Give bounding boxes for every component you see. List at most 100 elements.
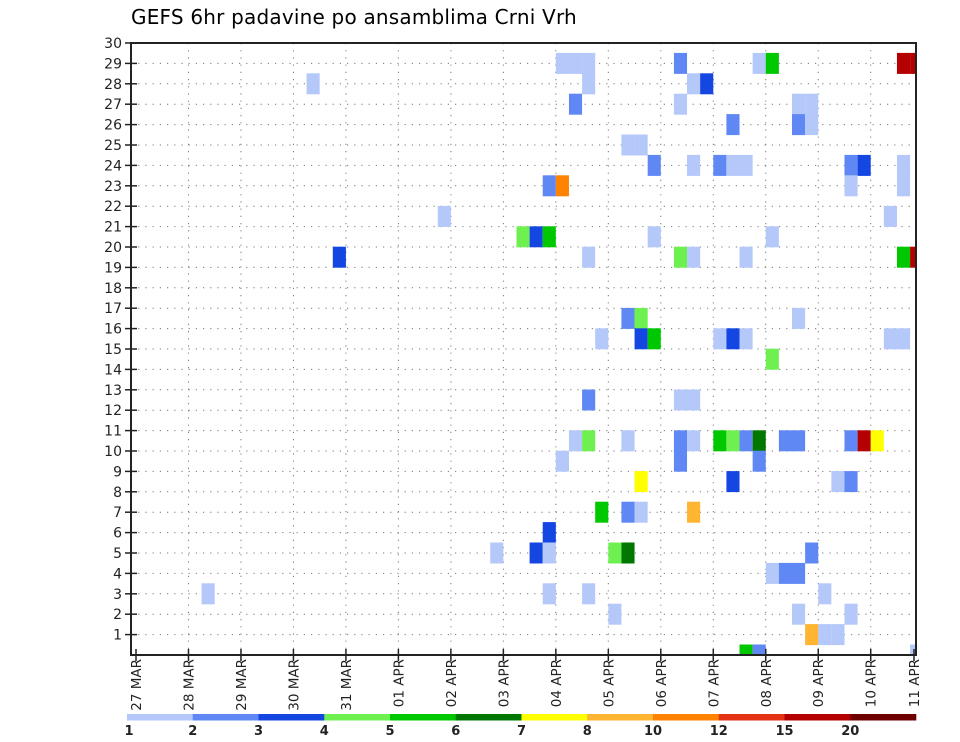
- heatmap-cell: [621, 134, 635, 156]
- heatmap-cell: [673, 430, 688, 452]
- colorbar-label: 20: [841, 724, 859, 739]
- heatmap-cell: [582, 52, 596, 74]
- colorbar-swatch: [784, 714, 851, 721]
- heatmap-cell: [870, 430, 884, 452]
- colorbar-label: 12: [710, 724, 728, 739]
- heatmap-cell: [555, 52, 569, 74]
- x-tick-label: 28 MAR: [181, 659, 197, 711]
- heatmap-cell: [713, 154, 727, 176]
- x-tick-label: 01 APR: [391, 659, 407, 707]
- heatmap-cell: [582, 389, 596, 411]
- x-tick-label: 29 MAR: [234, 659, 250, 711]
- heatmap-cell: [490, 542, 504, 564]
- y-tick-label: 8: [113, 485, 122, 501]
- heatmap-cell: [673, 389, 688, 411]
- heatmap-cell: [542, 226, 556, 248]
- heatmap-cell: [792, 93, 806, 115]
- y-tick-label: 26: [104, 118, 122, 134]
- y-tick-label: 22: [104, 199, 122, 215]
- heatmap-cell: [805, 624, 819, 646]
- heatmap-cell: [805, 93, 819, 115]
- heatmap-cell: [896, 154, 911, 176]
- x-axis: 27 MAR 28 MAR 29 MAR 30 MAR 31 MAR 01 APR 02 A…: [129, 649, 923, 711]
- y-tick-label: 19: [104, 260, 122, 276]
- grid-lines: [131, 43, 916, 655]
- heatmap-cell: [673, 52, 688, 74]
- colorbar-label: 15: [775, 724, 793, 739]
- x-tick-label: 09 APR: [811, 659, 827, 707]
- x-tick-label: 06 APR: [654, 659, 670, 707]
- heatmap-cell: [201, 583, 215, 605]
- x-tick-label: 05 APR: [601, 659, 617, 707]
- y-tick-label: 11: [104, 424, 122, 440]
- colorbar-swatch: [324, 714, 391, 721]
- heatmap-cell: [739, 430, 753, 452]
- y-axis: 1234567891011121314151617181920212223242…: [104, 36, 137, 644]
- colorbar: 1 2 3 4 5 6 7 8 10 12 15 20: [124, 714, 917, 739]
- heatmap-cell: [818, 583, 832, 605]
- heatmap-cell: [542, 583, 556, 605]
- colorbar-swatch: [127, 714, 194, 721]
- heatmap-cell: [831, 471, 845, 493]
- y-tick-label: 7: [113, 505, 122, 521]
- colorbar-swatch: [653, 714, 720, 721]
- colorbar-label: 6: [451, 724, 460, 739]
- heatmap-cell: [542, 542, 556, 564]
- heatmap-cell: [306, 73, 320, 95]
- heatmap-cell: [673, 246, 688, 268]
- y-tick-label: 10: [104, 444, 122, 460]
- heatmap-cell: [582, 430, 596, 452]
- heatmap-cell: [739, 246, 753, 268]
- heatmap-cell: [739, 328, 753, 350]
- heatmap-cell: [910, 644, 916, 655]
- colorbar-label: 4: [320, 724, 329, 739]
- heatmap-cell: [896, 175, 911, 197]
- colorbar-swatch: [521, 714, 588, 721]
- heatmap-cell: [752, 52, 766, 74]
- colorbar-label: 2: [188, 724, 197, 739]
- heatmap-cell: [792, 603, 806, 625]
- heatmap-cell: [844, 471, 858, 493]
- colorbar-swatch: [850, 714, 917, 721]
- y-tick-label: 5: [113, 546, 122, 562]
- heatmap-cell: [765, 226, 779, 248]
- heatmap-cell: [726, 471, 740, 493]
- heatmap-cell: [647, 154, 661, 176]
- heatmap-cell: [582, 73, 596, 95]
- heatmap-cell: [857, 154, 871, 176]
- y-tick-label: 24: [104, 158, 122, 174]
- x-tick-label: 07 APR: [706, 659, 722, 707]
- heatmap-cell: [673, 93, 688, 115]
- heatmap-cell: [765, 348, 779, 370]
- heatmap-cell: [516, 226, 530, 248]
- heatmap-cell: [792, 430, 806, 452]
- colorbar-swatch: [258, 714, 325, 721]
- heatmap-cell: [910, 246, 916, 268]
- y-tick-label: 18: [104, 281, 122, 297]
- y-tick-label: 23: [104, 179, 122, 195]
- heatmap-cell: [634, 471, 648, 493]
- colorbar-label: 8: [583, 724, 592, 739]
- heatmap-cell: [634, 307, 648, 329]
- heatmap-cell: [687, 73, 701, 95]
- y-tick-label: 20: [104, 240, 122, 256]
- heatmap-cell: [542, 522, 556, 544]
- colorbar-swatch: [192, 714, 259, 721]
- y-tick-label: 3: [113, 587, 122, 603]
- heatmap-cell: [752, 430, 766, 452]
- heatmap-cell: [595, 328, 609, 350]
- heatmap-cell: [621, 501, 635, 523]
- heatmap-cell: [726, 328, 740, 350]
- y-tick-label: 16: [104, 322, 122, 338]
- y-tick-label: 2: [113, 607, 122, 623]
- colorbar-swatch: [455, 714, 522, 721]
- heatmap-cell: [896, 52, 911, 74]
- heatmap-cell: [739, 154, 753, 176]
- heatmap-cell: [844, 430, 858, 452]
- heatmap-cell: [687, 430, 701, 452]
- heatmap-cell: [621, 430, 635, 452]
- heatmap-cell: [555, 175, 569, 197]
- heatmap-cell: [765, 52, 779, 74]
- heatmap-cell: [568, 52, 583, 74]
